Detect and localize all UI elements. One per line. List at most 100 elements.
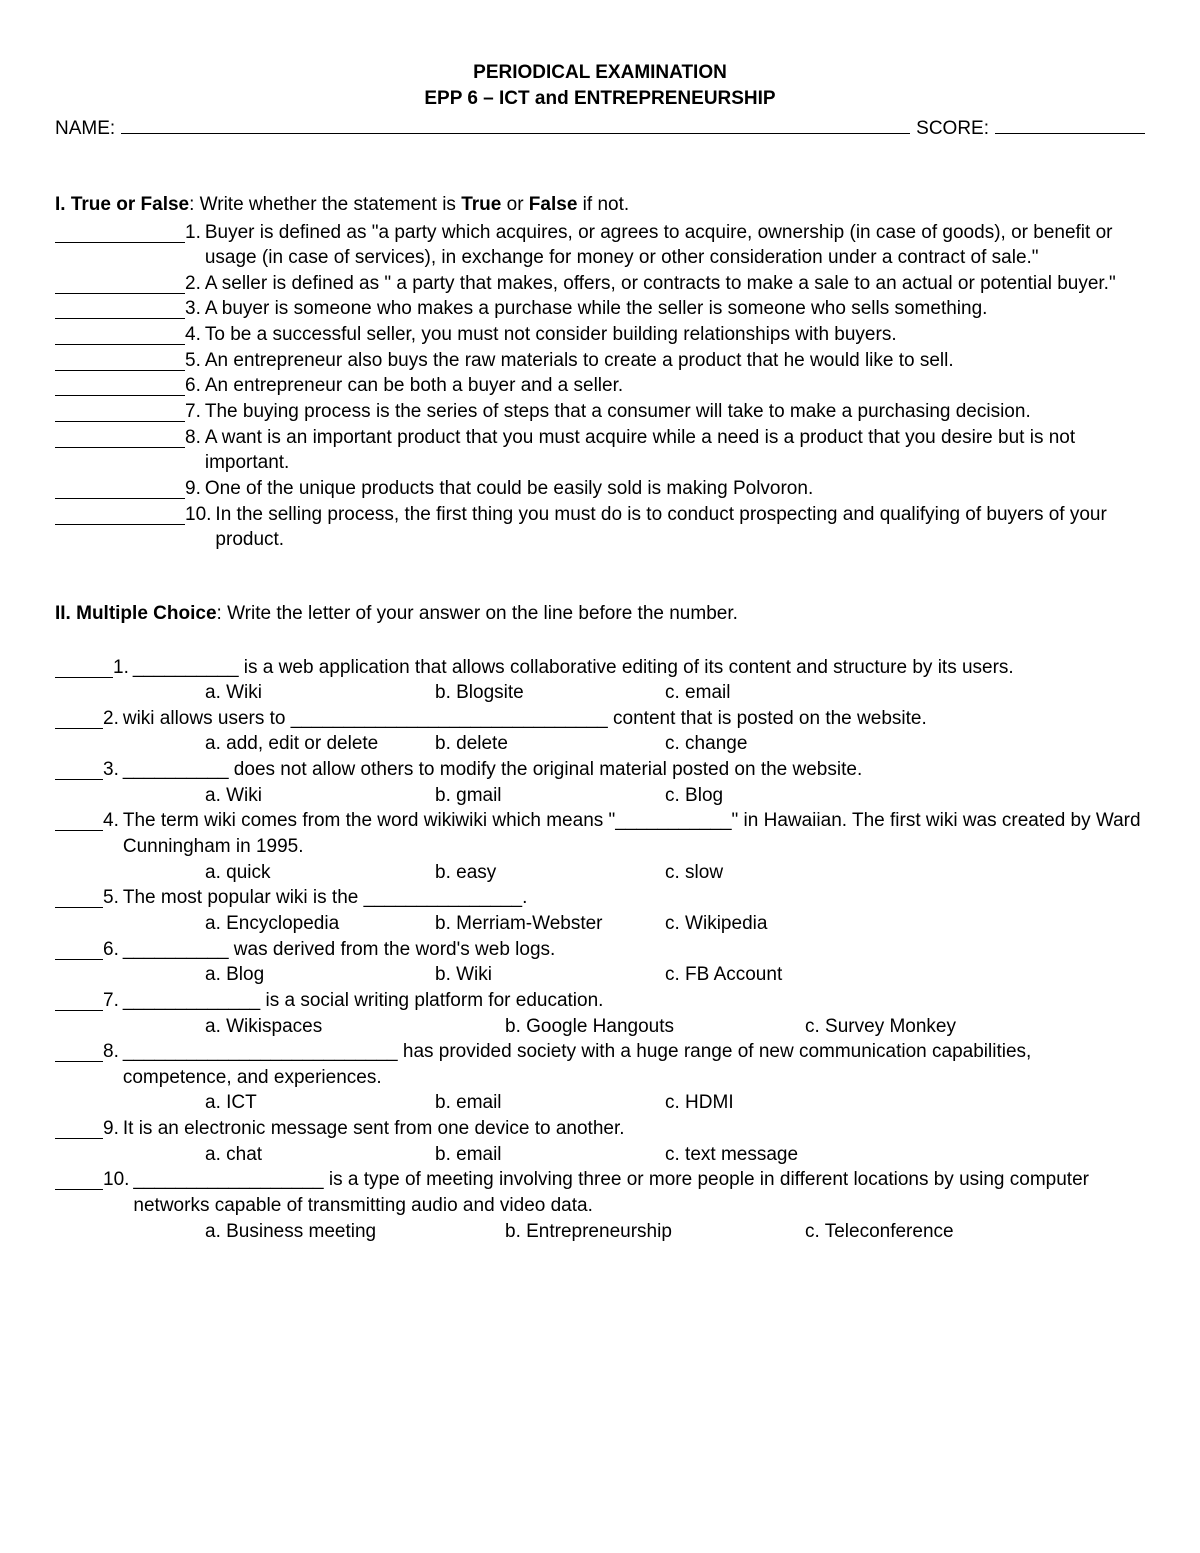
- mc-answer-blank[interactable]: [55, 1120, 103, 1139]
- section1-false: False: [529, 194, 578, 215]
- mc-options-row: a. Encyclopediab. Merriam-Websterc. Wiki…: [55, 911, 1145, 937]
- score-blank[interactable]: [995, 115, 1145, 134]
- mc-option-a: a. Wikispaces: [205, 1014, 505, 1040]
- section1-instr-pre: : Write whether the statement is: [189, 194, 461, 215]
- mc-option-c: c. Teleconference: [805, 1219, 954, 1245]
- tf-item-number: 1.: [185, 220, 205, 246]
- mc-item: 10. __________________ is a type of meet…: [55, 1167, 1145, 1244]
- mc-answer-blank[interactable]: [55, 889, 103, 908]
- mc-option-a: a. ICT: [205, 1090, 435, 1116]
- tf-answer-blank[interactable]: [55, 403, 185, 422]
- mc-option-c: c. Blog: [665, 783, 723, 809]
- tf-item: 7. The buying process is the series of s…: [55, 399, 1145, 425]
- tf-item-text: A buyer is someone who makes a purchase …: [205, 296, 1145, 322]
- mc-item: 7. _____________ is a social writing pla…: [55, 988, 1145, 1039]
- mc-item-number: 4.: [103, 808, 123, 834]
- name-label: NAME:: [55, 116, 115, 142]
- mc-option-b: b. Wiki: [435, 962, 665, 988]
- mc-answer-blank[interactable]: [55, 1171, 103, 1190]
- mc-option-b: b. easy: [435, 860, 665, 886]
- mc-question-text: The term wiki comes from the word wikiwi…: [123, 808, 1145, 859]
- mc-option-c: c. HDMI: [665, 1090, 734, 1116]
- section1-true: True: [461, 194, 501, 215]
- mc-options-row: a. Wikib. Blogsitec. email: [55, 680, 1145, 706]
- tf-item: 1. Buyer is defined as "a party which ac…: [55, 220, 1145, 271]
- mc-item-number: 9.: [103, 1116, 123, 1142]
- mc-option-a: a. chat: [205, 1142, 435, 1168]
- tf-item: 4. To be a successful seller, you must n…: [55, 322, 1145, 348]
- mc-question-text: __________________________ has provided …: [123, 1039, 1145, 1090]
- tf-answer-blank[interactable]: [55, 224, 185, 243]
- mc-question-text: wiki allows users to ___________________…: [123, 706, 1145, 732]
- score-label: SCORE:: [916, 116, 989, 142]
- mc-item-number: 6.: [103, 937, 123, 963]
- tf-answer-blank[interactable]: [55, 480, 185, 499]
- mc-option-a: a. add, edit or delete: [205, 731, 435, 757]
- mc-option-b: b. Google Hangouts: [505, 1014, 805, 1040]
- mc-question-text: The most popular wiki is the ___________…: [123, 885, 1145, 911]
- tf-item-number: 5.: [185, 348, 205, 374]
- mc-item: 5. The most popular wiki is the ________…: [55, 885, 1145, 936]
- mc-options-row: a. Business meetingb. Entrepreneurshipc.…: [55, 1219, 1145, 1245]
- mc-answer-blank[interactable]: [55, 761, 103, 780]
- section2-title: II. Multiple Choice: Write the letter of…: [55, 601, 1145, 627]
- tf-answer-blank[interactable]: [55, 326, 185, 345]
- tf-item-text: The buying process is the series of step…: [205, 399, 1145, 425]
- mc-item-number: 3.: [103, 757, 123, 783]
- mc-option-b: b. Entrepreneurship: [505, 1219, 805, 1245]
- tf-answer-blank[interactable]: [55, 506, 185, 525]
- section1-title: I. True or False: Write whether the stat…: [55, 192, 1145, 218]
- mc-option-a: a. Blog: [205, 962, 435, 988]
- mc-answer-blank[interactable]: [55, 1043, 103, 1062]
- tf-item-number: 3.: [185, 296, 205, 322]
- mc-answer-blank[interactable]: [55, 941, 103, 960]
- tf-item: 5. An entrepreneur also buys the raw mat…: [55, 348, 1145, 374]
- exam-title-2: EPP 6 – ICT and ENTREPRENEURSHIP: [55, 86, 1145, 112]
- mc-option-c: c. email: [665, 680, 730, 706]
- tf-answer-blank[interactable]: [55, 275, 185, 294]
- tf-item-text: An entrepreneur also buys the raw materi…: [205, 348, 1145, 374]
- mc-item-number: 7.: [103, 988, 123, 1014]
- mc-question-text: __________________ is a type of meeting …: [133, 1167, 1145, 1218]
- tf-item-number: 10.: [185, 502, 215, 528]
- tf-item-text: An entrepreneur can be both a buyer and …: [205, 373, 1145, 399]
- tf-item: 6. An entrepreneur can be both a buyer a…: [55, 373, 1145, 399]
- mc-option-b: b. Merriam-Webster: [435, 911, 665, 937]
- mc-item: 9. It is an electronic message sent from…: [55, 1116, 1145, 1167]
- mc-option-a: a. Wiki: [205, 783, 435, 809]
- tf-answer-blank[interactable]: [55, 377, 185, 396]
- tf-answer-blank[interactable]: [55, 352, 185, 371]
- mc-answer-blank[interactable]: [55, 992, 103, 1011]
- tf-item: 3. A buyer is someone who makes a purcha…: [55, 296, 1145, 322]
- section2-instr: : Write the letter of your answer on the…: [217, 603, 738, 624]
- mc-option-c: c. slow: [665, 860, 723, 886]
- mc-options-row: a. Wikispacesb. Google Hangoutsc. Survey…: [55, 1014, 1145, 1040]
- mc-options-row: a. Wikib. gmailc. Blog: [55, 783, 1145, 809]
- tf-item-number: 4.: [185, 322, 205, 348]
- section1-label: I. True or False: [55, 194, 189, 215]
- name-blank[interactable]: [121, 115, 910, 134]
- tf-answer-blank[interactable]: [55, 300, 185, 319]
- mc-answer-blank[interactable]: [55, 659, 113, 678]
- mc-item: 6. __________ was derived from the word'…: [55, 937, 1145, 988]
- tf-item: 10. In the selling process, the first th…: [55, 502, 1145, 553]
- mc-question-text: _____________ is a social writing platfo…: [123, 988, 1145, 1014]
- mc-answer-blank[interactable]: [55, 710, 103, 729]
- mc-options-row: a. quickb. easyc. slow: [55, 860, 1145, 886]
- mc-option-b: b. email: [435, 1142, 665, 1168]
- mc-item: 8. __________________________ has provid…: [55, 1039, 1145, 1116]
- mc-option-b: b. gmail: [435, 783, 665, 809]
- mc-item-number: 10.: [103, 1167, 133, 1193]
- mc-option-b: b. Blogsite: [435, 680, 665, 706]
- mc-option-c: c. Wikipedia: [665, 911, 767, 937]
- mc-options-row: a. Blogb. Wikic. FB Account: [55, 962, 1145, 988]
- mc-option-a: a. Business meeting: [205, 1219, 505, 1245]
- tf-item-number: 7.: [185, 399, 205, 425]
- section2-label: II. Multiple Choice: [55, 603, 217, 624]
- mc-question-text: __________ was derived from the word's w…: [123, 937, 1145, 963]
- tf-item-text: To be a successful seller, you must not …: [205, 322, 1145, 348]
- tf-item-text: In the selling process, the first thing …: [215, 502, 1145, 553]
- tf-answer-blank[interactable]: [55, 429, 185, 448]
- mc-answer-blank[interactable]: [55, 812, 103, 831]
- mc-item: 1. __________ is a web application that …: [55, 655, 1145, 706]
